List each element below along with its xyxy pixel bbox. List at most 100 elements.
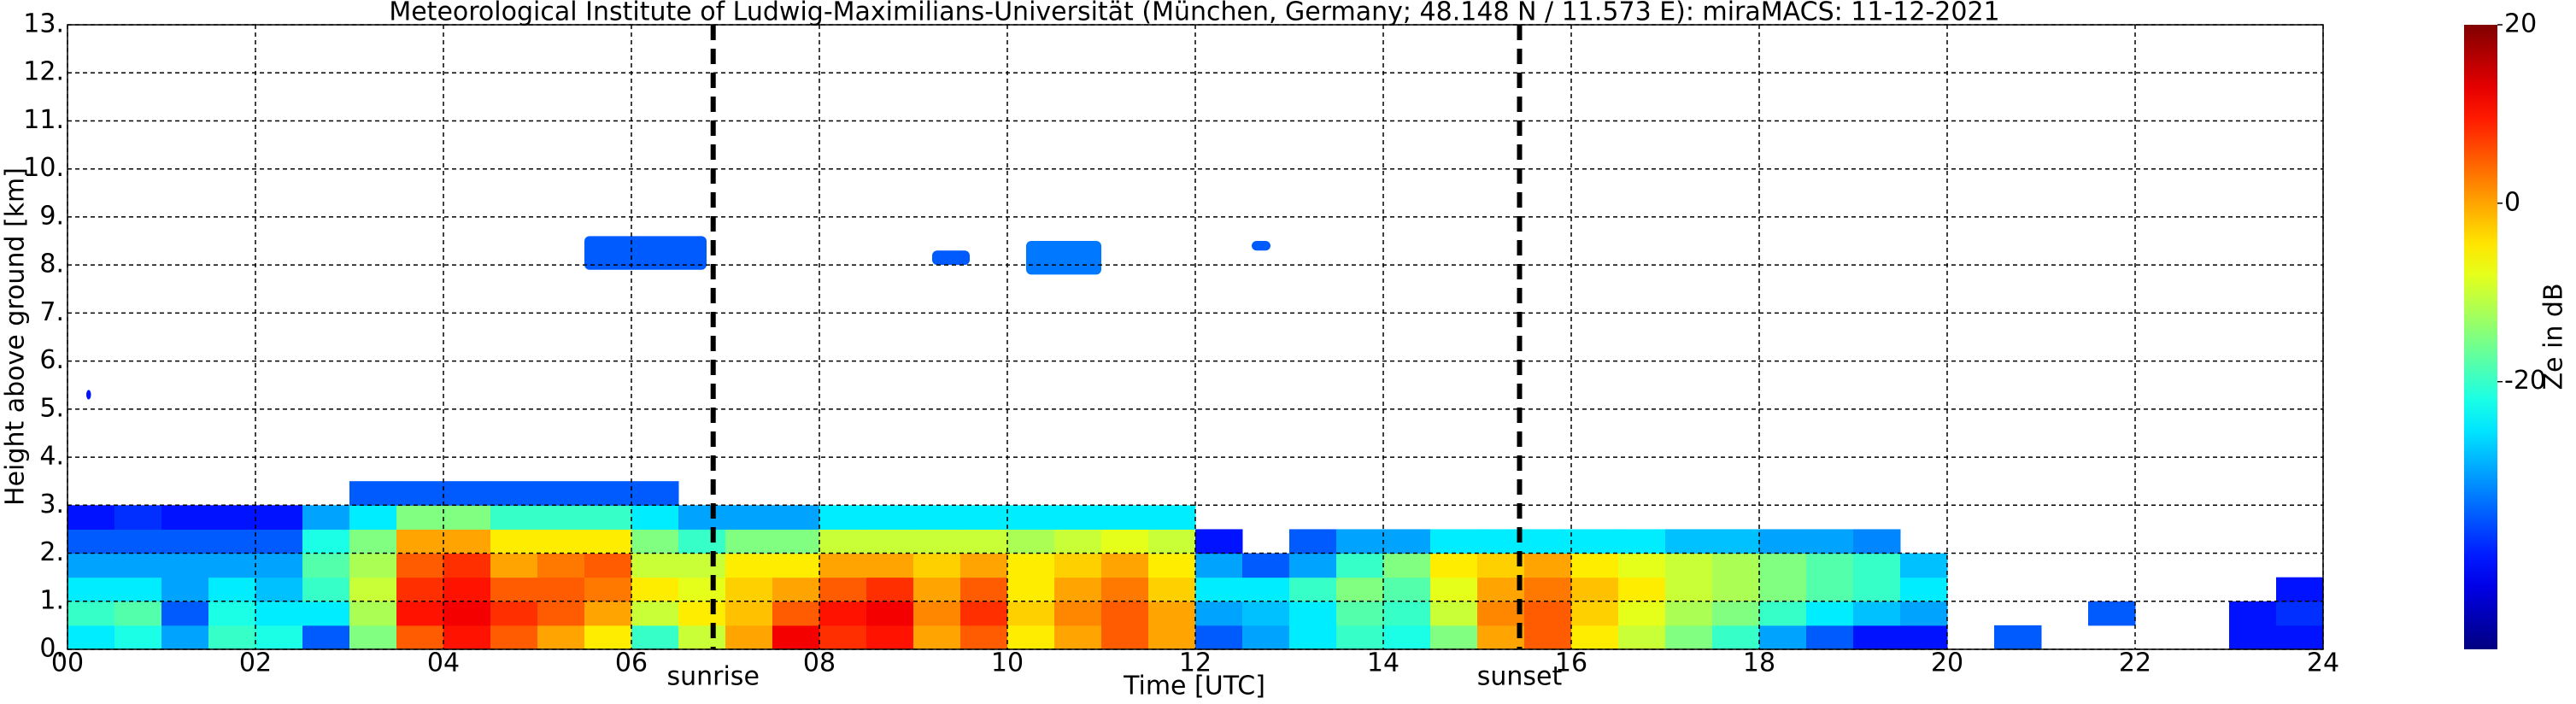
cell: [114, 625, 162, 650]
cell: [1195, 529, 1243, 554]
cell: [1289, 529, 1337, 554]
cell: [2229, 601, 2277, 626]
cell: [67, 625, 115, 650]
cell: [1806, 577, 1854, 602]
cell: [1101, 601, 1149, 626]
cell: [1900, 601, 1948, 626]
cell: [960, 505, 1008, 530]
y-tick-label: 13.: [23, 9, 64, 39]
cell: [1430, 577, 1478, 602]
cell: [161, 577, 209, 602]
x-tick-label: 12: [1179, 648, 1212, 678]
cell: [302, 505, 350, 530]
cell: [1242, 601, 1290, 626]
overlay: 00 02 04 06 08 10 12 14 16 18 20 22 24 0. 1. 2. 3. 4. 5. 6.…: [23, 9, 2339, 692]
cell: [161, 505, 209, 530]
cell: [1148, 625, 1196, 650]
cell: [819, 601, 867, 626]
colorbar: [2464, 25, 2497, 649]
cell: [584, 553, 632, 578]
cell: [1618, 529, 1666, 554]
cell: [819, 529, 867, 554]
y-tick-label: 11.: [23, 105, 64, 135]
cell: [1430, 625, 1478, 650]
colorbar-tick-label: 20: [2504, 9, 2537, 39]
y-tick-label: 5.: [39, 393, 64, 423]
cell: [772, 625, 820, 650]
cell: [349, 529, 397, 554]
x-tick-label: 04: [427, 648, 460, 678]
y-tick-label: 4.: [39, 442, 64, 472]
cell: [443, 553, 491, 578]
chart-title: Meteorological Institute of Ludwig-Maxim…: [389, 0, 1999, 27]
cell: [1336, 625, 1384, 650]
cell: [1007, 529, 1055, 554]
cell: [114, 505, 162, 530]
cell: [1806, 529, 1854, 554]
cell: [1054, 577, 1102, 602]
cell: [443, 577, 491, 602]
cell: [772, 553, 820, 578]
event-label: sunrise: [666, 662, 759, 692]
cell: [537, 553, 585, 578]
cell: [67, 577, 115, 602]
cell: [349, 601, 397, 626]
cell: [1853, 553, 1901, 578]
cell: [208, 601, 256, 626]
cell: [1571, 577, 1619, 602]
y-tick-label: 10.: [23, 153, 64, 183]
cell: [1054, 625, 1102, 650]
cell: [819, 577, 867, 602]
cell: [1900, 553, 1948, 578]
cell: [725, 601, 773, 626]
cell: [396, 529, 444, 554]
cell: [584, 529, 632, 554]
cell: [1853, 601, 1901, 626]
cell: [1806, 601, 1854, 626]
x-tick-label: 06: [615, 648, 648, 678]
cell: [490, 553, 538, 578]
cell: [208, 529, 256, 554]
cell: [1665, 601, 1713, 626]
cell: [866, 529, 914, 554]
cell: [1524, 577, 1572, 602]
x-tick-label: 24: [2307, 648, 2339, 678]
cell: [2088, 601, 2136, 626]
cell: [772, 529, 820, 554]
y-tick-label: 9.: [39, 201, 64, 231]
cell: [1195, 625, 1243, 650]
cell: [255, 625, 303, 650]
cell: [537, 625, 585, 650]
cell: [1477, 601, 1525, 626]
cell: [631, 481, 679, 506]
x-tick-label: 10: [991, 648, 1024, 678]
cell: [1618, 601, 1666, 626]
cell: [396, 577, 444, 602]
cell: [725, 529, 773, 554]
plot-frame: [67, 24, 2324, 650]
cell: [208, 577, 256, 602]
event-label: sunset: [1477, 662, 1563, 692]
cell: [1101, 553, 1149, 578]
cell: [1383, 577, 1431, 602]
cell: [866, 505, 914, 530]
cell: [1618, 577, 1666, 602]
cell: [1242, 625, 1290, 650]
cell: [1336, 553, 1384, 578]
cell: [208, 625, 256, 650]
x-tick-label: 08: [803, 648, 836, 678]
cell: [537, 505, 585, 530]
cell: [1712, 625, 1760, 650]
cell: [1712, 577, 1760, 602]
cell: [1477, 625, 1525, 650]
cell: [584, 505, 632, 530]
cell: [443, 481, 491, 506]
cell: [490, 529, 538, 554]
cell: [1054, 601, 1102, 626]
cell: [772, 577, 820, 602]
cell: [1148, 553, 1196, 578]
cell: [349, 577, 397, 602]
cell: [819, 625, 867, 650]
cell: [114, 553, 162, 578]
cell: [2229, 625, 2277, 650]
